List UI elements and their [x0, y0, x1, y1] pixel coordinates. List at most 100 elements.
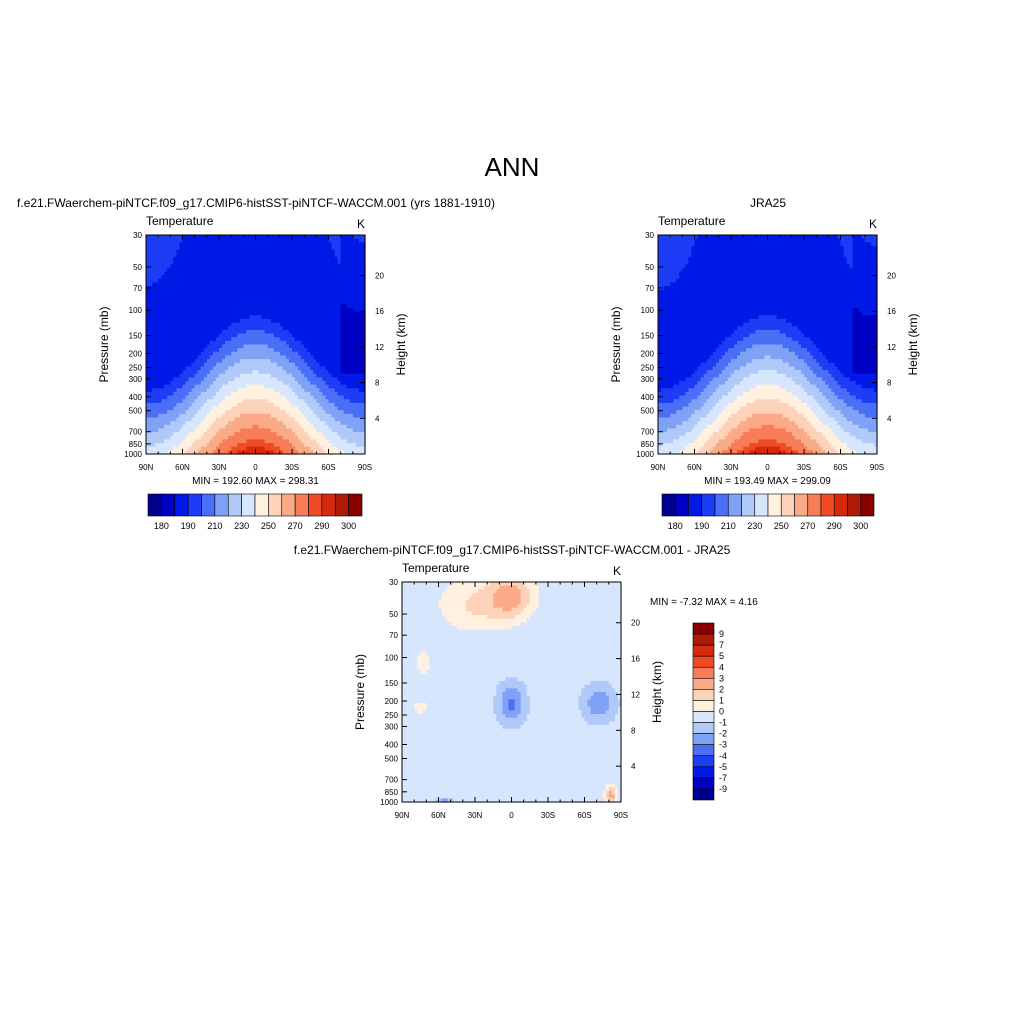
field-cell: [161, 275, 165, 280]
field-cell: [304, 245, 308, 251]
field-cell: [249, 249, 254, 254]
field-cell: [304, 235, 308, 240]
field-cell: [313, 275, 317, 280]
field-cell: [316, 235, 320, 240]
field-cell: [158, 249, 162, 254]
field-cell: [261, 260, 266, 265]
field-cell: [164, 289, 168, 294]
field-cell: [270, 275, 275, 280]
field-cell: [285, 242, 290, 247]
field-cell: [197, 260, 202, 265]
field-cell: [298, 293, 302, 298]
field-cell: [340, 238, 345, 243]
colorbar-box: [334, 493, 349, 517]
field-cell: [282, 289, 287, 294]
field-cell: [173, 275, 178, 280]
field-cell: [179, 267, 184, 273]
field-cell: [176, 271, 181, 276]
field-cell: [328, 275, 333, 280]
field-cell: [313, 253, 317, 258]
field-cell: [219, 238, 223, 243]
field-cell: [337, 286, 342, 291]
field-cell: [234, 267, 238, 273]
field-cell: [319, 282, 324, 287]
field-cell: [270, 267, 275, 273]
field-cell: [322, 282, 327, 287]
field-cell: [185, 245, 190, 251]
field-cell: [179, 275, 184, 280]
field-cell: [361, 242, 366, 247]
field-cell: [334, 235, 339, 240]
field-cell: [152, 238, 156, 243]
field-cell: [209, 275, 214, 280]
field-cell: [161, 235, 165, 240]
field-cell: [209, 267, 214, 273]
field-cell: [322, 253, 327, 258]
field-cell: [228, 242, 232, 247]
field-cell: [158, 238, 162, 243]
field-cell: [237, 278, 241, 284]
field-cell: [179, 245, 184, 251]
field-cell: [215, 253, 220, 258]
field-cell: [273, 242, 278, 247]
field-cell: [206, 275, 211, 280]
field-cell: [240, 242, 244, 247]
field-cell: [158, 245, 162, 251]
field-cell: [197, 264, 202, 269]
field-cell: [252, 278, 257, 284]
field-cell: [182, 253, 187, 258]
field-cell: [304, 286, 308, 291]
field-cell: [307, 245, 311, 251]
field-cell: [282, 238, 287, 243]
field-cell: [322, 278, 327, 284]
field-cell: [152, 260, 156, 265]
field-cell: [237, 267, 241, 273]
field-cell: [252, 282, 257, 287]
field-cell: [155, 293, 159, 298]
field-cell: [182, 235, 187, 240]
field-cell: [270, 256, 275, 262]
field-cell: [155, 267, 159, 273]
field-cell: [176, 235, 181, 240]
field-cell: [164, 249, 168, 254]
field-cell: [179, 249, 184, 254]
field-cell: [200, 282, 205, 287]
field-cell: [155, 245, 159, 251]
field-cell: [240, 253, 244, 258]
field-cell: [170, 286, 174, 291]
field-cell: [285, 238, 290, 243]
field-cell: [255, 278, 260, 284]
field-cell: [246, 275, 251, 280]
colorbar-box: [161, 493, 176, 517]
field-cell: [328, 245, 333, 251]
field-cell: [167, 278, 171, 284]
field-cell: [200, 253, 205, 258]
field-cell: [225, 293, 229, 298]
field-cell: [295, 256, 299, 262]
field-cell: [279, 289, 284, 294]
field-cell: [149, 235, 153, 240]
field-cell: [288, 235, 293, 240]
field-cell: [304, 238, 308, 243]
field-cell: [246, 242, 251, 247]
field-cell: [185, 260, 190, 265]
field-cell: [161, 282, 165, 287]
field-cell: [282, 271, 287, 276]
field-cell: [301, 235, 305, 240]
field-cell: [276, 282, 281, 287]
field-cell: [231, 235, 235, 240]
field-cell: [301, 271, 305, 276]
field-cell: [310, 256, 314, 262]
field-cell: [337, 264, 342, 269]
field-cell: [200, 235, 205, 240]
field-cell: [358, 242, 363, 247]
field-cell: [264, 242, 269, 247]
field-cell: [234, 282, 238, 287]
field-cell: [185, 264, 190, 269]
field-cell: [179, 264, 184, 269]
field-cell: [179, 282, 184, 287]
field-cell: [334, 282, 339, 287]
field-cell: [361, 253, 366, 258]
field-cell: [252, 275, 257, 280]
field-cell: [307, 242, 311, 247]
